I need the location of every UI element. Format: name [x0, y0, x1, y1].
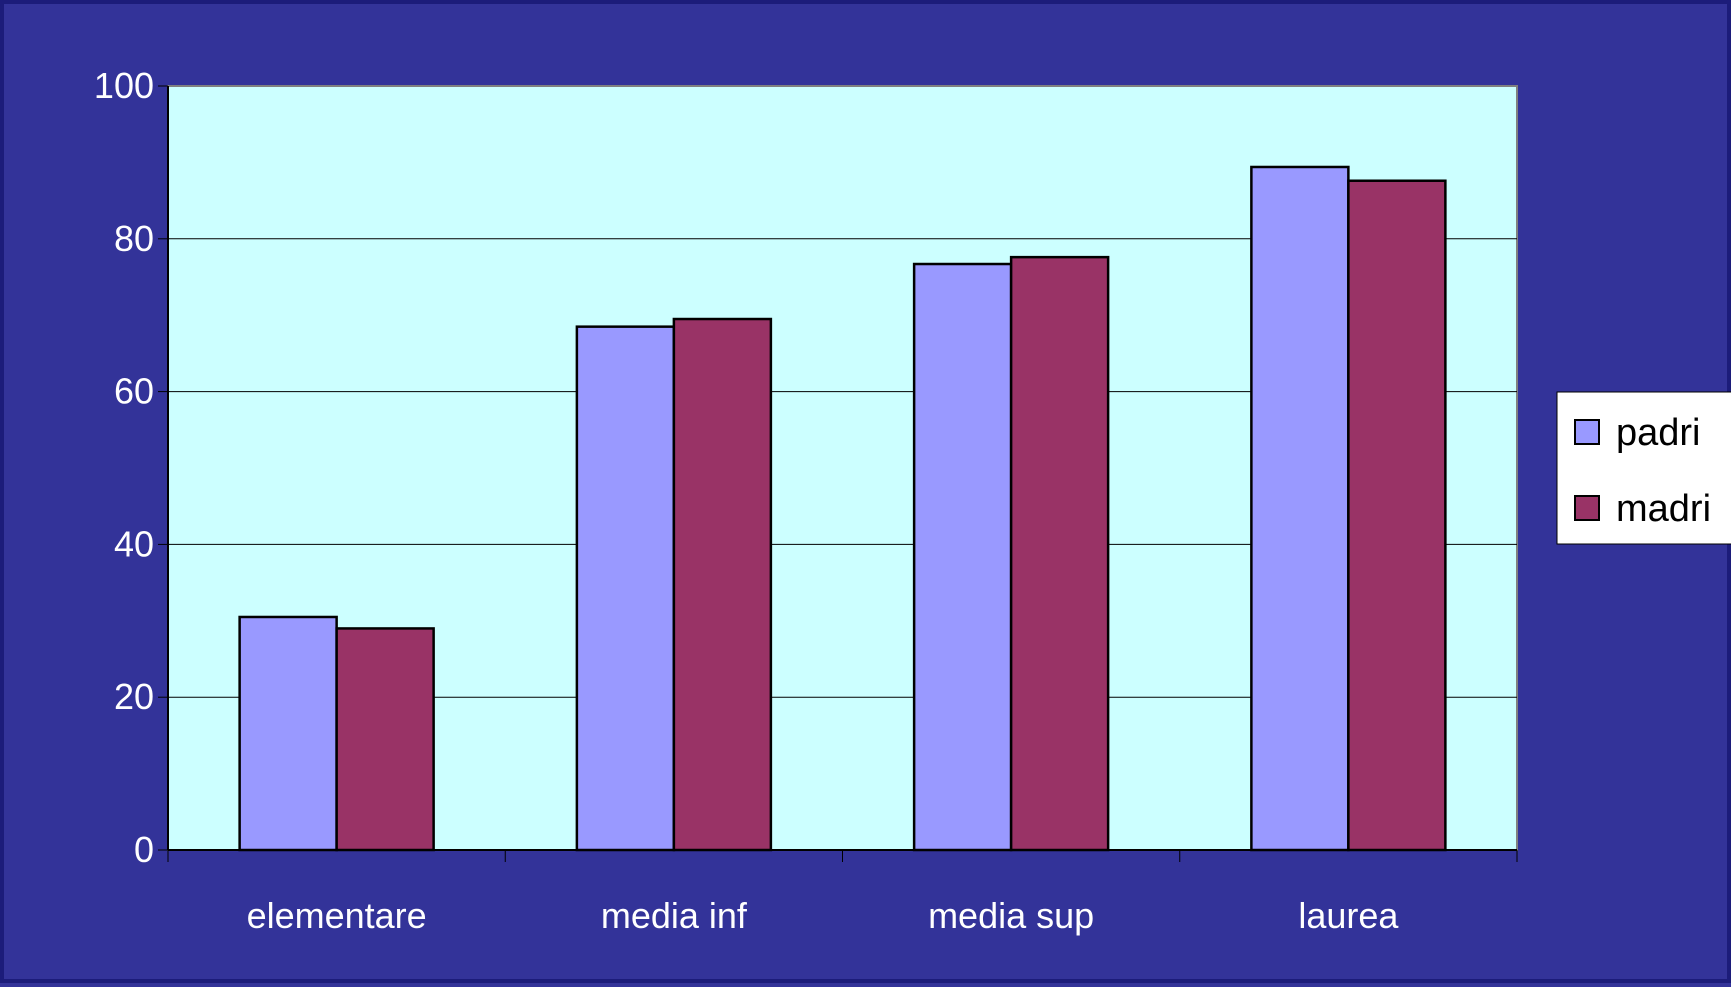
- bar-chart: 0 20 40 60 80 100 elementare media inf media su…: [94, 65, 1731, 936]
- x-tick-label: elementare: [247, 895, 427, 936]
- bar-madri-1: [335, 627, 435, 852]
- bar-padri-4: [1250, 165, 1350, 852]
- x-axis-ticks: elementare media inf media sup laurea: [167, 850, 1518, 936]
- legend: padri madri: [1556, 391, 1731, 545]
- bars: [238, 165, 1447, 852]
- x-tick-label: media sup: [928, 895, 1094, 936]
- legend-swatch-madri: [1574, 495, 1600, 521]
- bar-madri-3: [1009, 255, 1110, 852]
- bar-padri-2: [575, 325, 676, 852]
- bar-madri-2: [672, 317, 773, 852]
- y-tick-label: 20: [114, 676, 154, 717]
- bar-padri-1: [238, 615, 338, 852]
- bar-padri-3: [912, 262, 1013, 852]
- y-tick-label: 60: [114, 371, 154, 412]
- x-tick-label: media inf: [601, 895, 748, 936]
- bar-madri-4: [1347, 179, 1447, 852]
- y-axis-ticks: 0 20 40 60 80 100: [94, 65, 168, 870]
- y-tick-label: 100: [94, 65, 154, 106]
- y-tick-label: 40: [114, 523, 154, 564]
- y-tick-label: 0: [134, 829, 154, 870]
- x-tick-label: laurea: [1298, 895, 1399, 936]
- legend-swatch-padri: [1574, 419, 1600, 445]
- y-tick-label: 80: [114, 218, 154, 259]
- legend-label-padri: padri: [1616, 412, 1701, 454]
- legend-label-madri: madri: [1616, 488, 1711, 530]
